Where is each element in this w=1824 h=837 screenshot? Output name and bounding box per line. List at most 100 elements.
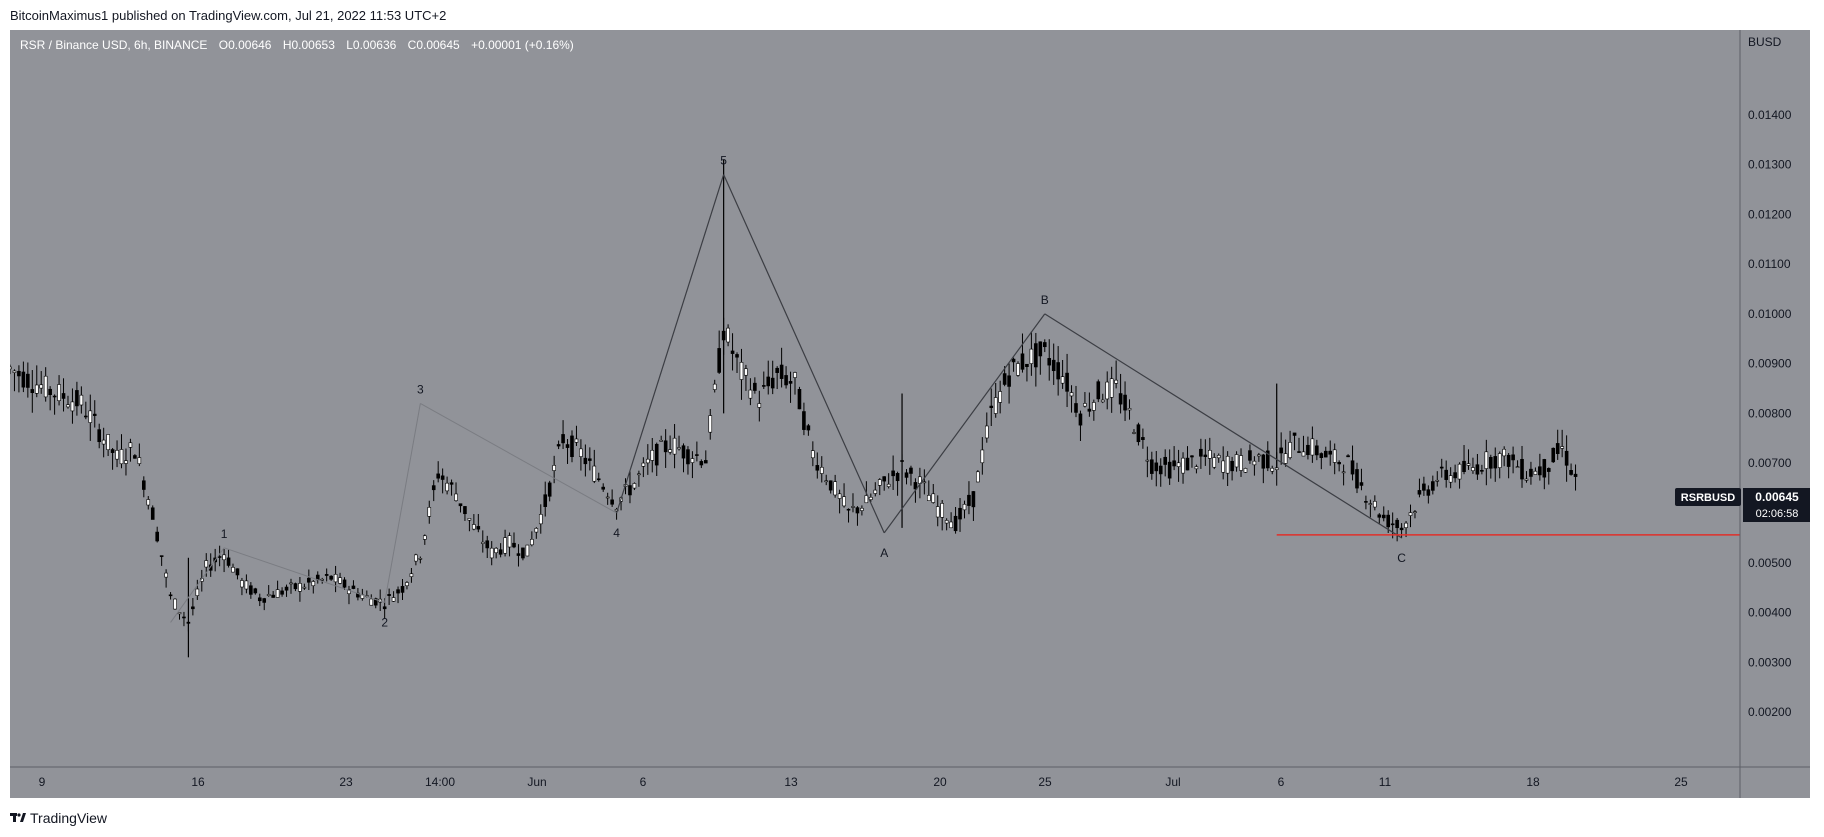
candle-body [369, 598, 374, 606]
candle-body [753, 382, 757, 391]
time-tick-label: 6 [1278, 775, 1285, 789]
candle-body [275, 589, 280, 598]
footer-brand[interactable]: TradingView [10, 810, 107, 826]
candle-body [436, 473, 440, 479]
candle-body [418, 558, 423, 560]
candle-body [726, 327, 730, 343]
candle-body [686, 449, 690, 465]
candle-body [744, 368, 748, 376]
price-tick-label: 0.00500 [1748, 556, 1792, 570]
candle-body [1163, 456, 1167, 465]
wave-label: 1 [221, 527, 228, 541]
candle-body [1497, 453, 1502, 468]
candle-body [217, 556, 222, 558]
candle-body [552, 465, 556, 471]
time-axis: 9 16 23 14:00 Jun 6 13 20 25 Jul 6 11 18 25 [39, 775, 1688, 789]
candle-body [1230, 460, 1234, 472]
candle-body [155, 531, 159, 542]
candle-body [913, 482, 918, 490]
candle-body [690, 458, 695, 463]
candle-body [534, 528, 539, 533]
candle-body [976, 471, 980, 483]
candle-body [788, 381, 793, 384]
wave-label: C [1397, 551, 1406, 565]
candle-body [302, 586, 307, 589]
candle-body [596, 478, 601, 481]
candle-body [1150, 459, 1154, 474]
high-value: 0.00653 [291, 38, 335, 52]
candle-body [427, 506, 432, 517]
candle-body [601, 486, 606, 490]
candle-body [271, 594, 275, 598]
candle-body [1422, 483, 1426, 491]
candle-body [39, 384, 44, 389]
candle-body [43, 375, 48, 398]
candle-body [1181, 457, 1185, 474]
symbol-tag: RSRBUSD [1681, 492, 1735, 504]
time-tick-label: 25 [1038, 775, 1052, 789]
candle-body [400, 586, 405, 593]
candle-body [34, 384, 39, 394]
candle-body [498, 549, 503, 555]
candle-body [414, 554, 418, 562]
candle-body [1047, 358, 1052, 366]
candle-body [61, 393, 66, 399]
candle-body [1002, 373, 1007, 385]
candle-body [30, 389, 35, 394]
candle-body [1265, 450, 1270, 469]
price-tick-label: 0.00800 [1748, 406, 1792, 420]
candle-body [1359, 482, 1364, 486]
wave-line-segment [883, 313, 1046, 534]
candle-body [1506, 454, 1511, 467]
candle-body [235, 568, 240, 576]
candle-body [480, 541, 485, 544]
candle-body [1435, 479, 1440, 482]
time-tick-label: 20 [933, 775, 947, 789]
candle-body [208, 564, 213, 571]
candle-body [962, 503, 967, 511]
price-tick-label: 0.00900 [1748, 357, 1792, 371]
candle-body [262, 598, 267, 603]
candle-body [579, 448, 583, 457]
candle-body [739, 362, 744, 380]
candle-body [289, 582, 293, 585]
candle-body [873, 489, 878, 494]
price-axis: 0.01400 0.01300 0.01200 0.01100 0.01000 0.009… [1748, 108, 1792, 719]
candle-body [1199, 448, 1203, 457]
candle-body [1471, 467, 1475, 472]
wave-line-segment [223, 547, 385, 604]
candle-body [605, 496, 610, 499]
candle-body [1404, 522, 1408, 528]
candle-body [75, 390, 79, 407]
candle-body [257, 597, 262, 602]
time-tick-label: 23 [339, 775, 353, 789]
candle-body [449, 482, 454, 485]
candle-body [654, 443, 659, 466]
candle-body [543, 494, 548, 507]
candle-body [1288, 442, 1292, 458]
candle-body [1203, 454, 1208, 457]
candle-body [244, 580, 249, 590]
candle-body [405, 582, 409, 587]
candle-body [119, 449, 124, 465]
candle-body [329, 575, 333, 580]
candle-body [1377, 514, 1382, 518]
candle-body [79, 394, 84, 406]
candle-body [1493, 456, 1498, 469]
candle-body [530, 538, 534, 546]
candle-body [1283, 453, 1288, 464]
candle-body [824, 480, 829, 483]
candle-body [110, 449, 115, 453]
candle-body [146, 499, 151, 506]
candle-body [833, 481, 837, 496]
candle-body [895, 473, 900, 482]
candle-body [695, 454, 699, 456]
candle-body [1542, 459, 1547, 478]
candle-body [204, 560, 209, 568]
candle-body [927, 495, 931, 501]
candle-body [877, 479, 882, 486]
candle-body [467, 518, 472, 521]
candle-body [1145, 459, 1150, 462]
